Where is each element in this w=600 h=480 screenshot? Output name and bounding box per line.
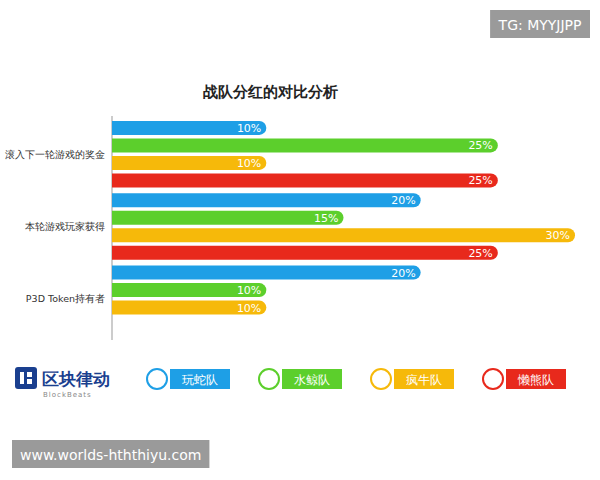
legend-label: 玩蛇队 (182, 373, 218, 387)
legend-icon (147, 369, 167, 389)
legend-swatch (394, 369, 454, 389)
legend-icon (259, 369, 279, 389)
data-label: 25% (468, 247, 492, 260)
watermark-text: www.worlds-hththiyu.com (20, 447, 201, 463)
bar (112, 283, 266, 297)
bar (112, 173, 498, 187)
data-label: 10% (237, 157, 261, 170)
legend-label: 懒熊队 (517, 373, 554, 387)
bar (112, 301, 266, 315)
logo-subtext: BlockBeats (43, 391, 92, 399)
legend-swatch (282, 369, 342, 389)
bar (112, 228, 575, 242)
category-label: 本轮游戏玩家获得 (25, 221, 105, 232)
data-label: 30% (546, 229, 570, 242)
logo-icon (15, 367, 37, 389)
logo-icon (27, 372, 32, 377)
watermark-box (490, 10, 590, 38)
legend-label: 水鲸队 (294, 373, 330, 387)
legend-icon (371, 369, 391, 389)
legend-swatch (506, 369, 566, 389)
bar (112, 156, 266, 170)
logo-icon (20, 372, 24, 384)
data-label: 20% (391, 267, 415, 280)
bars (112, 121, 575, 315)
bar (112, 266, 421, 280)
legend-swatch (170, 369, 230, 389)
bar (112, 211, 344, 225)
watermark-text: TG: MYYJJPP (498, 17, 582, 33)
logo-icon (27, 379, 32, 384)
data-label: 10% (237, 284, 261, 297)
category-label: P3D Token持有者 (26, 293, 105, 304)
data-labels: 10% 25% 10% 25% 20% 15% 30% 25% 20% 10% 10% (237, 122, 570, 315)
bar (112, 138, 498, 152)
logo-text: 区块律动 (42, 369, 110, 389)
bar (112, 121, 266, 135)
data-label: 25% (468, 139, 492, 152)
data-label: 10% (237, 302, 261, 315)
data-label: 20% (391, 194, 415, 207)
legend-icon (483, 369, 503, 389)
watermark-box (12, 440, 209, 468)
legend-label: 疯牛队 (406, 373, 442, 387)
data-label: 10% (237, 122, 261, 135)
bar (112, 193, 421, 207)
bar (112, 246, 498, 260)
chart-title: 战队分红的对比分析 (203, 83, 338, 101)
category-label: 滚入下一轮游戏的奖金 (5, 149, 105, 160)
data-label: 15% (314, 212, 338, 225)
data-label: 25% (468, 174, 492, 187)
